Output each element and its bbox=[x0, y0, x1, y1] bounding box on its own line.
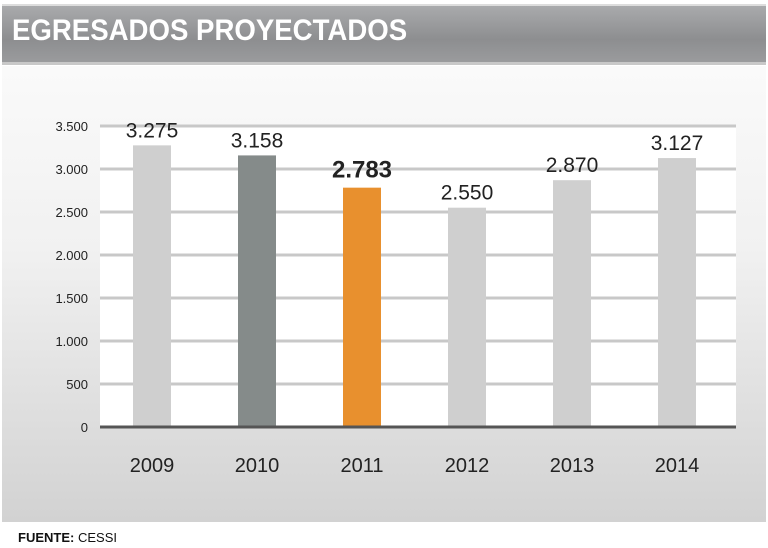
x-tick-label: 2011 bbox=[340, 455, 383, 477]
data-label: 3.127 bbox=[651, 132, 704, 155]
y-tick-label: 1.000 bbox=[55, 334, 88, 349]
chart-title: EGRESADOS PROYECTADOS bbox=[12, 14, 408, 47]
bar-2012 bbox=[448, 207, 486, 427]
title-bar: EGRESADOS PROYECTADOS bbox=[2, 4, 766, 65]
data-label: 2.870 bbox=[546, 154, 599, 177]
x-tick-label: 2010 bbox=[235, 455, 280, 477]
source-label: FUENTE: bbox=[18, 530, 75, 545]
y-tick-label: 1.500 bbox=[55, 291, 88, 306]
y-tick-label: 3.500 bbox=[55, 119, 88, 134]
y-tick-label: 3.000 bbox=[55, 162, 88, 177]
y-tick-label: 2.500 bbox=[55, 205, 88, 220]
data-label: 3.158 bbox=[231, 129, 284, 152]
source-note: FUENTE: CESSI bbox=[18, 530, 117, 545]
data-label: 2.550 bbox=[441, 182, 494, 205]
y-tick-label: 2.000 bbox=[55, 248, 88, 263]
x-tick-label: 2012 bbox=[445, 455, 490, 477]
x-tick-label: 2009 bbox=[130, 455, 175, 477]
bar-2010 bbox=[238, 155, 276, 428]
bar-2014 bbox=[658, 158, 696, 427]
x-tick-label: 2013 bbox=[550, 455, 595, 477]
source-value: CESSI bbox=[77, 530, 117, 545]
x-tick-label: 2014 bbox=[655, 455, 700, 477]
bar-2013 bbox=[553, 180, 591, 427]
data-label: 3.275 bbox=[126, 119, 179, 142]
data-label: 2.783 bbox=[332, 157, 392, 184]
y-tick-label: 0 bbox=[81, 420, 88, 435]
plot-area bbox=[100, 126, 736, 427]
y-tick-label: 500 bbox=[66, 377, 88, 392]
bar-2009 bbox=[133, 145, 171, 427]
bar-2011 bbox=[343, 187, 381, 427]
